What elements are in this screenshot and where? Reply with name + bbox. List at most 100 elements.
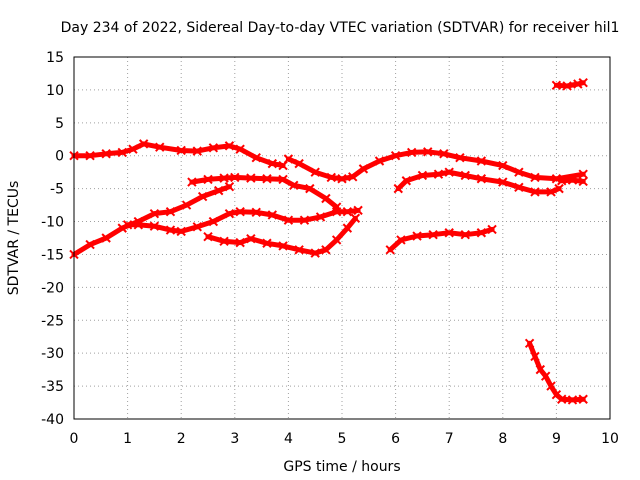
data-point [294,245,304,255]
series-line [553,80,586,89]
data-point [85,151,95,161]
data-point [235,144,245,154]
data-point [567,395,578,405]
data-point [305,183,315,194]
data-point [294,158,304,169]
y-tick-label: 0 [55,149,64,165]
data-point [460,230,470,240]
data-point [224,208,235,219]
data-point [337,174,347,184]
data-point [133,220,144,230]
data-point [117,147,127,158]
data-point [224,181,235,192]
data-point [578,176,588,187]
plot-frame [73,56,611,420]
series-arc-mid-top [283,147,588,184]
data-point [554,183,564,194]
series-arc-bottom-right [524,338,588,405]
series-arc-upper-mid [187,172,342,212]
data-point [235,237,245,248]
data-point [567,175,578,185]
data-point [117,223,127,233]
data-point [251,207,261,218]
series-line [387,226,495,253]
data-point [401,176,412,186]
data-point [235,206,245,217]
y-tick-label: -35 [41,379,64,395]
data-point [165,206,176,217]
series-arc-lower-right [385,224,497,255]
x-tick-label: 3 [230,431,239,447]
data-point [246,233,256,244]
data-point [514,167,524,177]
data-point [350,213,361,223]
data-point [374,156,385,166]
series-line [71,184,232,257]
data-point [557,394,567,404]
y-tick-label: -5 [50,182,64,198]
series-arc-lower-mid [122,205,363,237]
y-tick-label: -15 [41,247,64,263]
data-point [181,200,192,210]
x-tick-label: 4 [284,431,293,447]
series-arc-top-left [69,139,288,171]
data-point [326,172,336,183]
data-series [69,77,588,405]
data-point [278,241,288,251]
data-point [262,238,272,248]
data-point [551,174,562,184]
data-point [101,233,111,243]
data-point [358,164,369,174]
data-point [331,206,342,217]
x-tick-label: 8 [498,431,507,447]
data-point [390,151,401,161]
data-point [460,170,470,181]
x-tick-label: 1 [123,431,132,447]
y-tick-label: -40 [41,412,64,428]
data-point [155,142,165,152]
x-tick-label: 6 [391,431,400,447]
series-arc-right-top [551,77,588,91]
y-tick-label: 5 [55,116,64,132]
data-point [310,248,320,258]
series-arc-left-rise [69,181,235,260]
data-point [176,145,186,156]
data-point [310,167,320,177]
data-point [578,394,588,404]
data-point [262,174,272,184]
data-point [428,230,438,240]
data-point [138,139,149,149]
data-point [224,141,235,151]
data-point [348,172,358,182]
data-point [530,351,540,362]
data-point [412,231,422,241]
data-point [219,173,229,183]
data-point [562,81,572,91]
data-point [299,215,310,225]
data-point [331,235,342,245]
data-point [251,152,261,163]
data-point [476,156,487,166]
data-point [192,146,202,156]
data-point [267,158,278,169]
data-point [385,245,395,255]
data-point [85,239,95,250]
data-point [187,177,197,187]
data-point [283,215,294,225]
data-point [321,193,331,204]
data-point [396,235,406,245]
data-point [219,236,229,246]
data-point [498,177,508,187]
data-point [546,381,556,391]
data-point [315,212,326,222]
data-point [476,228,487,238]
y-tick-label: -25 [41,313,64,329]
data-point [101,149,111,159]
data-point [165,225,176,235]
y-tick-label: 15 [46,50,64,66]
data-point [393,183,403,194]
data-point [289,180,299,191]
data-point [540,371,551,381]
data-point [246,173,256,183]
